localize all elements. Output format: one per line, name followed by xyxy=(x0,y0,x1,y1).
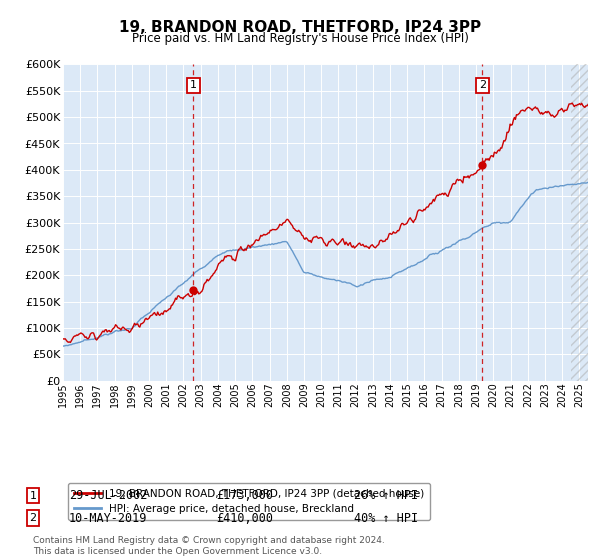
Legend: 19, BRANDON ROAD, THETFORD, IP24 3PP (detached house), HPI: Average price, detac: 19, BRANDON ROAD, THETFORD, IP24 3PP (de… xyxy=(68,483,430,520)
Text: 2: 2 xyxy=(29,513,37,523)
Text: 19, BRANDON ROAD, THETFORD, IP24 3PP: 19, BRANDON ROAD, THETFORD, IP24 3PP xyxy=(119,20,481,35)
Text: 29-JUL-2002: 29-JUL-2002 xyxy=(69,489,148,502)
Bar xyxy=(571,64,588,381)
Text: 1: 1 xyxy=(29,491,37,501)
Text: 40% ↑ HPI: 40% ↑ HPI xyxy=(354,511,418,525)
Text: 26% ↑ HPI: 26% ↑ HPI xyxy=(354,489,418,502)
Text: 2: 2 xyxy=(479,81,486,91)
Text: Price paid vs. HM Land Registry's House Price Index (HPI): Price paid vs. HM Land Registry's House … xyxy=(131,32,469,45)
Text: Contains HM Land Registry data © Crown copyright and database right 2024.
This d: Contains HM Land Registry data © Crown c… xyxy=(33,536,385,556)
Text: £410,000: £410,000 xyxy=(216,511,273,525)
Text: 1: 1 xyxy=(190,81,197,91)
Bar xyxy=(571,64,588,381)
Text: £173,000: £173,000 xyxy=(216,489,273,502)
Text: 10-MAY-2019: 10-MAY-2019 xyxy=(69,511,148,525)
